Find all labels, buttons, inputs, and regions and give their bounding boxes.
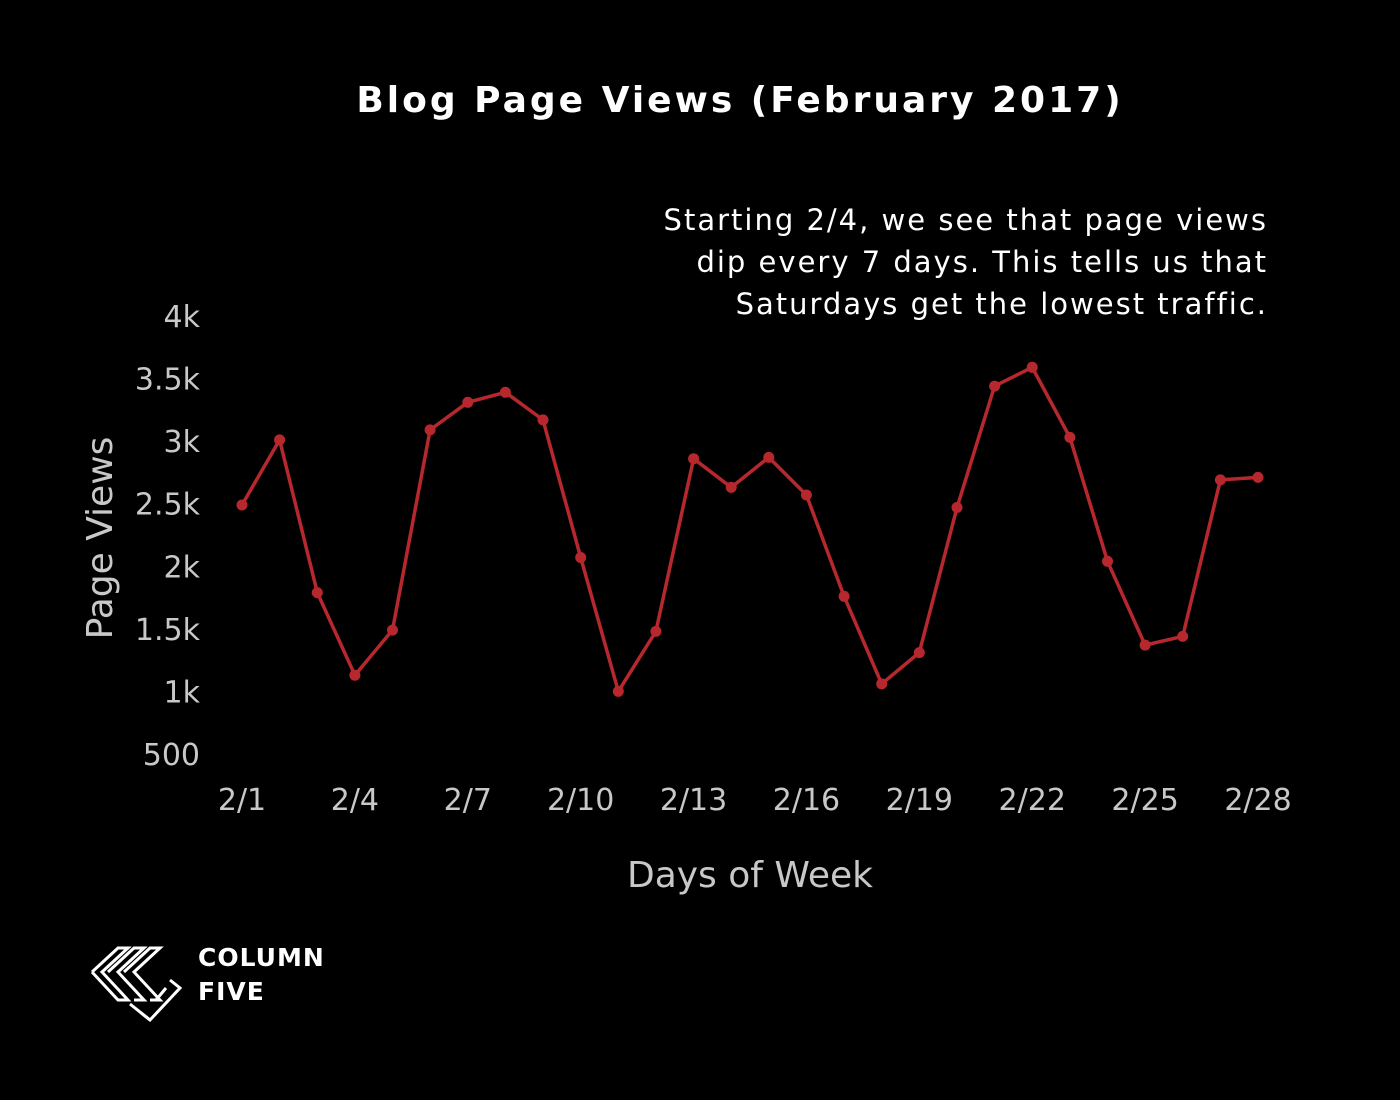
x-tick-label: 2/1 (218, 783, 266, 818)
data-point[interactable] (1252, 471, 1264, 483)
y-tick-label: 3k (164, 425, 201, 460)
data-point[interactable] (913, 647, 925, 659)
annotation-line-3: Saturdays get the lowest traffic. (736, 287, 1268, 321)
data-point[interactable] (800, 489, 812, 501)
x-tick-label: 2/22 (999, 783, 1066, 818)
column-five-logo: COLUMN FIVE (90, 943, 325, 1023)
y-tick-label: 2.5k (135, 488, 201, 523)
data-point[interactable] (838, 590, 850, 602)
y-tick-label: 1k (164, 675, 201, 710)
x-tick-label: 2/16 (773, 783, 840, 818)
data-point[interactable] (311, 587, 323, 599)
data-point[interactable] (1026, 361, 1038, 373)
x-tick-label: 2/13 (660, 783, 727, 818)
data-point[interactable] (499, 386, 511, 398)
x-tick-label: 2/10 (547, 783, 614, 818)
data-point[interactable] (575, 552, 587, 563)
logo-text-line-2: FIVE (198, 977, 265, 1006)
data-point[interactable] (236, 499, 248, 511)
data-point[interactable] (725, 481, 737, 493)
logo-text-line-1: COLUMN (198, 943, 325, 972)
data-point[interactable] (763, 451, 775, 463)
y-tick-label: 4k (164, 300, 201, 335)
y-axis-ticks: 500 1k 1.5k 2k 2.5k 3k 3.5k 4k (135, 300, 201, 773)
series-layer (236, 361, 1264, 697)
x-tick-label: 2/25 (1111, 783, 1178, 818)
x-tick-label: 2/4 (331, 783, 379, 818)
series-line (240, 365, 1259, 694)
data-point[interactable] (274, 434, 286, 446)
data-point[interactable] (650, 625, 662, 637)
x-axis-ticks: 2/1 2/4 2/7 2/10 2/13 2/16 2/19 2/22 2/25 2/28 (218, 783, 1292, 818)
data-point[interactable] (1177, 630, 1189, 642)
data-point[interactable] (349, 669, 361, 681)
annotation-line-1: Starting 2/4, we see that page views (664, 203, 1268, 237)
x-tick-label: 2/28 (1224, 783, 1291, 818)
chart-title: Blog Page Views (February 2017) (356, 80, 1123, 121)
y-tick-label: 500 (143, 738, 200, 773)
annotation-line-2: dip every 7 days. This tells us that (696, 245, 1268, 279)
data-point[interactable] (989, 380, 1001, 392)
data-point[interactable] (387, 624, 398, 636)
y-tick-label: 3.5k (135, 363, 201, 398)
data-point[interactable] (612, 685, 624, 697)
y-tick-label: 2k (164, 550, 201, 585)
data-point[interactable] (1102, 555, 1113, 567)
x-tick-label: 2/7 (444, 783, 492, 818)
y-axis-title: Page Views (80, 437, 121, 640)
data-point[interactable] (1139, 639, 1151, 651)
data-point[interactable] (951, 502, 963, 513)
data-point[interactable] (537, 414, 549, 426)
data-point[interactable] (1064, 431, 1076, 443)
data-point[interactable] (688, 453, 700, 465)
column-five-logo-icon (90, 946, 183, 1023)
data-point[interactable] (424, 424, 436, 436)
x-axis-title: Days of Week (627, 855, 873, 896)
data-point[interactable] (1214, 474, 1226, 486)
data-point[interactable] (876, 678, 888, 690)
x-tick-label: 2/19 (886, 783, 953, 818)
y-tick-label: 1.5k (135, 613, 201, 648)
data-point[interactable] (462, 396, 474, 408)
